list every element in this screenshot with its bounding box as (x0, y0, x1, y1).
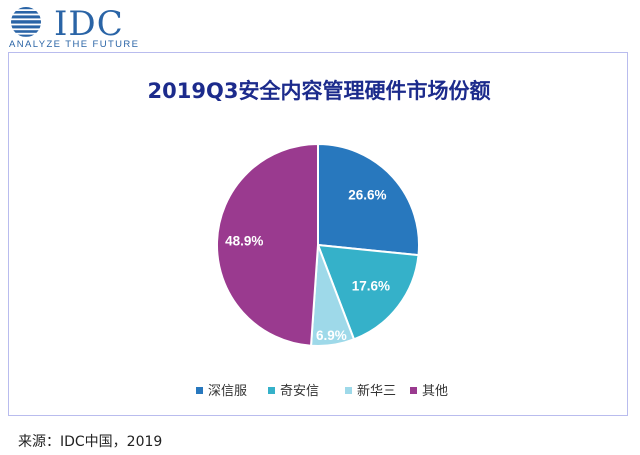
legend-swatch-2 (268, 387, 275, 394)
source-note: 来源：IDC中国，2019 (18, 434, 163, 450)
legend-label-1: 深信服 (208, 384, 247, 399)
legend-swatch-4 (410, 387, 417, 394)
pie-chart: 26.6% 17.6% 6.9% 48.9% 深信服 奇安信 新华三 其他 (196, 142, 448, 399)
logo-tagline: ANALYZE THE FUTURE (9, 39, 140, 50)
logo-text: IDC (54, 4, 124, 44)
legend-swatch-1 (196, 387, 203, 394)
legend-label-3: 新华三 (357, 383, 396, 399)
data-label-2: 17.6% (352, 279, 390, 294)
data-label-1: 26.6% (348, 187, 386, 202)
chart-title: 2019Q3安全内容管理硬件市场份额 (147, 79, 491, 103)
pie-slice-4 (216, 142, 319, 347)
data-label-4: 48.9% (225, 234, 263, 249)
legend-label-4: 其他 (422, 384, 448, 399)
legend-label-2: 奇安信 (280, 383, 319, 399)
idc-logo: IDC ANALYZE THE FUTURE (8, 4, 158, 50)
chart-frame: 2019Q3安全内容管理硬件市场份额 26.6% 17.6% 6.9% 48.9% 深信… (8, 52, 628, 416)
globe-icon (11, 7, 41, 37)
data-label-3: 6.9% (316, 328, 347, 343)
pie-slice-1 (317, 142, 420, 257)
pie-slice-2 (316, 243, 420, 341)
legend-swatch-3 (345, 387, 352, 394)
